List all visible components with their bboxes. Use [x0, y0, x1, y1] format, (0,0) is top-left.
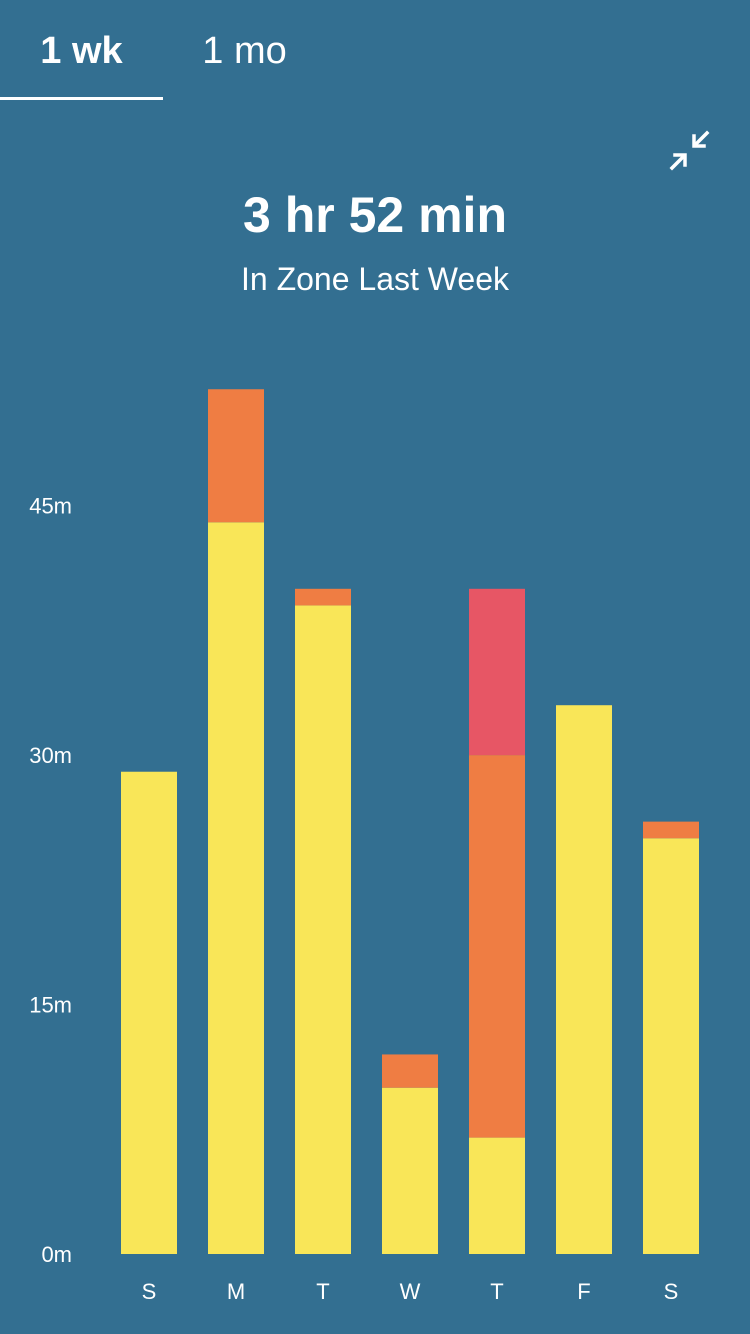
bar-2-cardio[interactable] — [295, 588, 351, 606]
selected-tab-indicator — [0, 97, 163, 100]
x-tick-label-4: T — [490, 1279, 503, 1304]
bar-2-fat-burn[interactable] — [295, 605, 351, 1254]
range-tabs: 1 wk 1 mo — [0, 0, 750, 100]
x-tick-label-6: S — [664, 1279, 679, 1304]
total-in-zone-label: In Zone Last Week — [241, 261, 509, 297]
x-tick-label-1: M — [227, 1279, 245, 1304]
x-tick-label-0: S — [142, 1279, 157, 1304]
x-tick-label-2: T — [316, 1279, 329, 1304]
bar-3-fat-burn[interactable] — [382, 1087, 438, 1254]
tab-1-week[interactable]: 1 wk — [40, 30, 123, 72]
bar-5-fat-burn[interactable] — [556, 705, 612, 1254]
y-tick-label-0: 0m — [41, 1242, 72, 1267]
bar-0-fat-burn[interactable] — [121, 771, 177, 1254]
bar-1-cardio[interactable] — [208, 389, 264, 523]
bar-6-fat-burn[interactable] — [643, 838, 699, 1254]
collapse-arrows-icon — [669, 130, 710, 171]
x-tick-label-3: W — [400, 1279, 421, 1304]
bar-1-fat-burn[interactable] — [208, 522, 264, 1254]
tab-1-month[interactable]: 1 mo — [202, 30, 287, 72]
bar-4-peak[interactable] — [469, 588, 525, 756]
x-tick-label-5: F — [577, 1279, 590, 1304]
y-tick-label-2: 30m — [29, 743, 72, 768]
bar-6-cardio[interactable] — [643, 821, 699, 839]
bar-4-cardio[interactable] — [469, 755, 525, 1138]
y-tick-label-1: 15m — [29, 993, 72, 1018]
bar-3-cardio[interactable] — [382, 1054, 438, 1088]
bar-4-fat-burn[interactable] — [469, 1137, 525, 1254]
y-tick-label-3: 45m — [29, 494, 72, 519]
collapse-button[interactable] — [668, 130, 712, 174]
total-in-zone-value: 3 hr 52 min — [243, 187, 507, 243]
